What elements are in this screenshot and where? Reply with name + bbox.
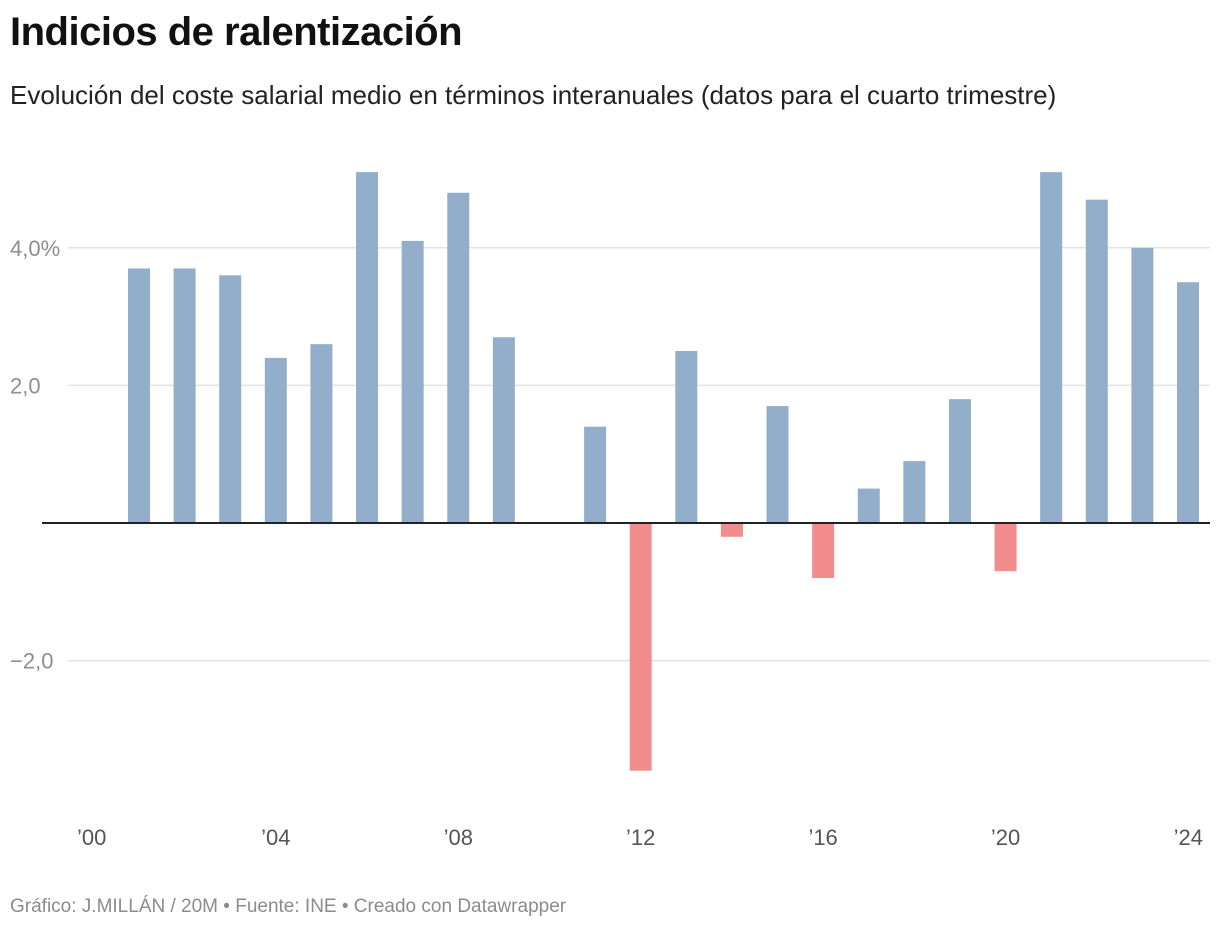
y-tick-label: −2,0 (10, 649, 53, 674)
bar-2008 (447, 192, 470, 523)
y-tick-label: 4,0% (10, 236, 60, 261)
bars (128, 172, 1199, 771)
bar-2006 (356, 172, 379, 523)
bar-2023 (1131, 247, 1154, 524)
bar-2007 (401, 240, 424, 524)
bar-2009 (492, 337, 515, 523)
bar-2015 (766, 406, 789, 523)
chart-subtitle: Evolución del coste salarial medio en té… (10, 80, 1057, 110)
y-tick-label: 2,0 (10, 373, 41, 398)
y-axis-ticks: 4,0% 2,0 −2,0 (10, 236, 60, 674)
bar-2021 (1040, 172, 1063, 523)
x-axis-ticks: ’00 ’04 ’08 ’12 ’16 ’20 ’24 (77, 825, 1203, 850)
x-tick-label: ’00 (77, 825, 106, 850)
bar-2019 (948, 399, 971, 523)
bar-2002 (173, 268, 196, 523)
bar-2020 (994, 523, 1017, 572)
bar-2017 (857, 488, 880, 523)
chart-title: Indicios de ralentización (10, 10, 463, 54)
bar-2022 (1085, 199, 1108, 523)
bar-2013 (675, 351, 698, 523)
x-tick-label: ’04 (261, 825, 290, 850)
bar-chart: 4,0% 2,0 −2,0 ’00 ’04 ’08 ’12 ’16 ’20 ’24 (10, 172, 1210, 850)
bar-2016 (812, 523, 835, 579)
bar-2011 (584, 426, 607, 523)
bar-2001 (128, 268, 150, 523)
x-tick-label: ’20 (991, 825, 1020, 850)
bar-2014 (720, 523, 743, 537)
x-tick-label: ’12 (626, 825, 655, 850)
bar-2012 (629, 523, 652, 771)
x-tick-label: ’16 (808, 825, 837, 850)
bar-2004 (264, 357, 287, 523)
x-tick-label: ’08 (444, 825, 473, 850)
bar-2005 (310, 344, 333, 523)
bar-2018 (903, 461, 926, 523)
x-tick-label: ’24 (1174, 825, 1203, 850)
source-footer: Gráfico: J.MILLÁN / 20M • Fuente: INE • … (10, 896, 567, 917)
bar-2003 (219, 275, 242, 523)
bar-2024 (1177, 282, 1199, 523)
